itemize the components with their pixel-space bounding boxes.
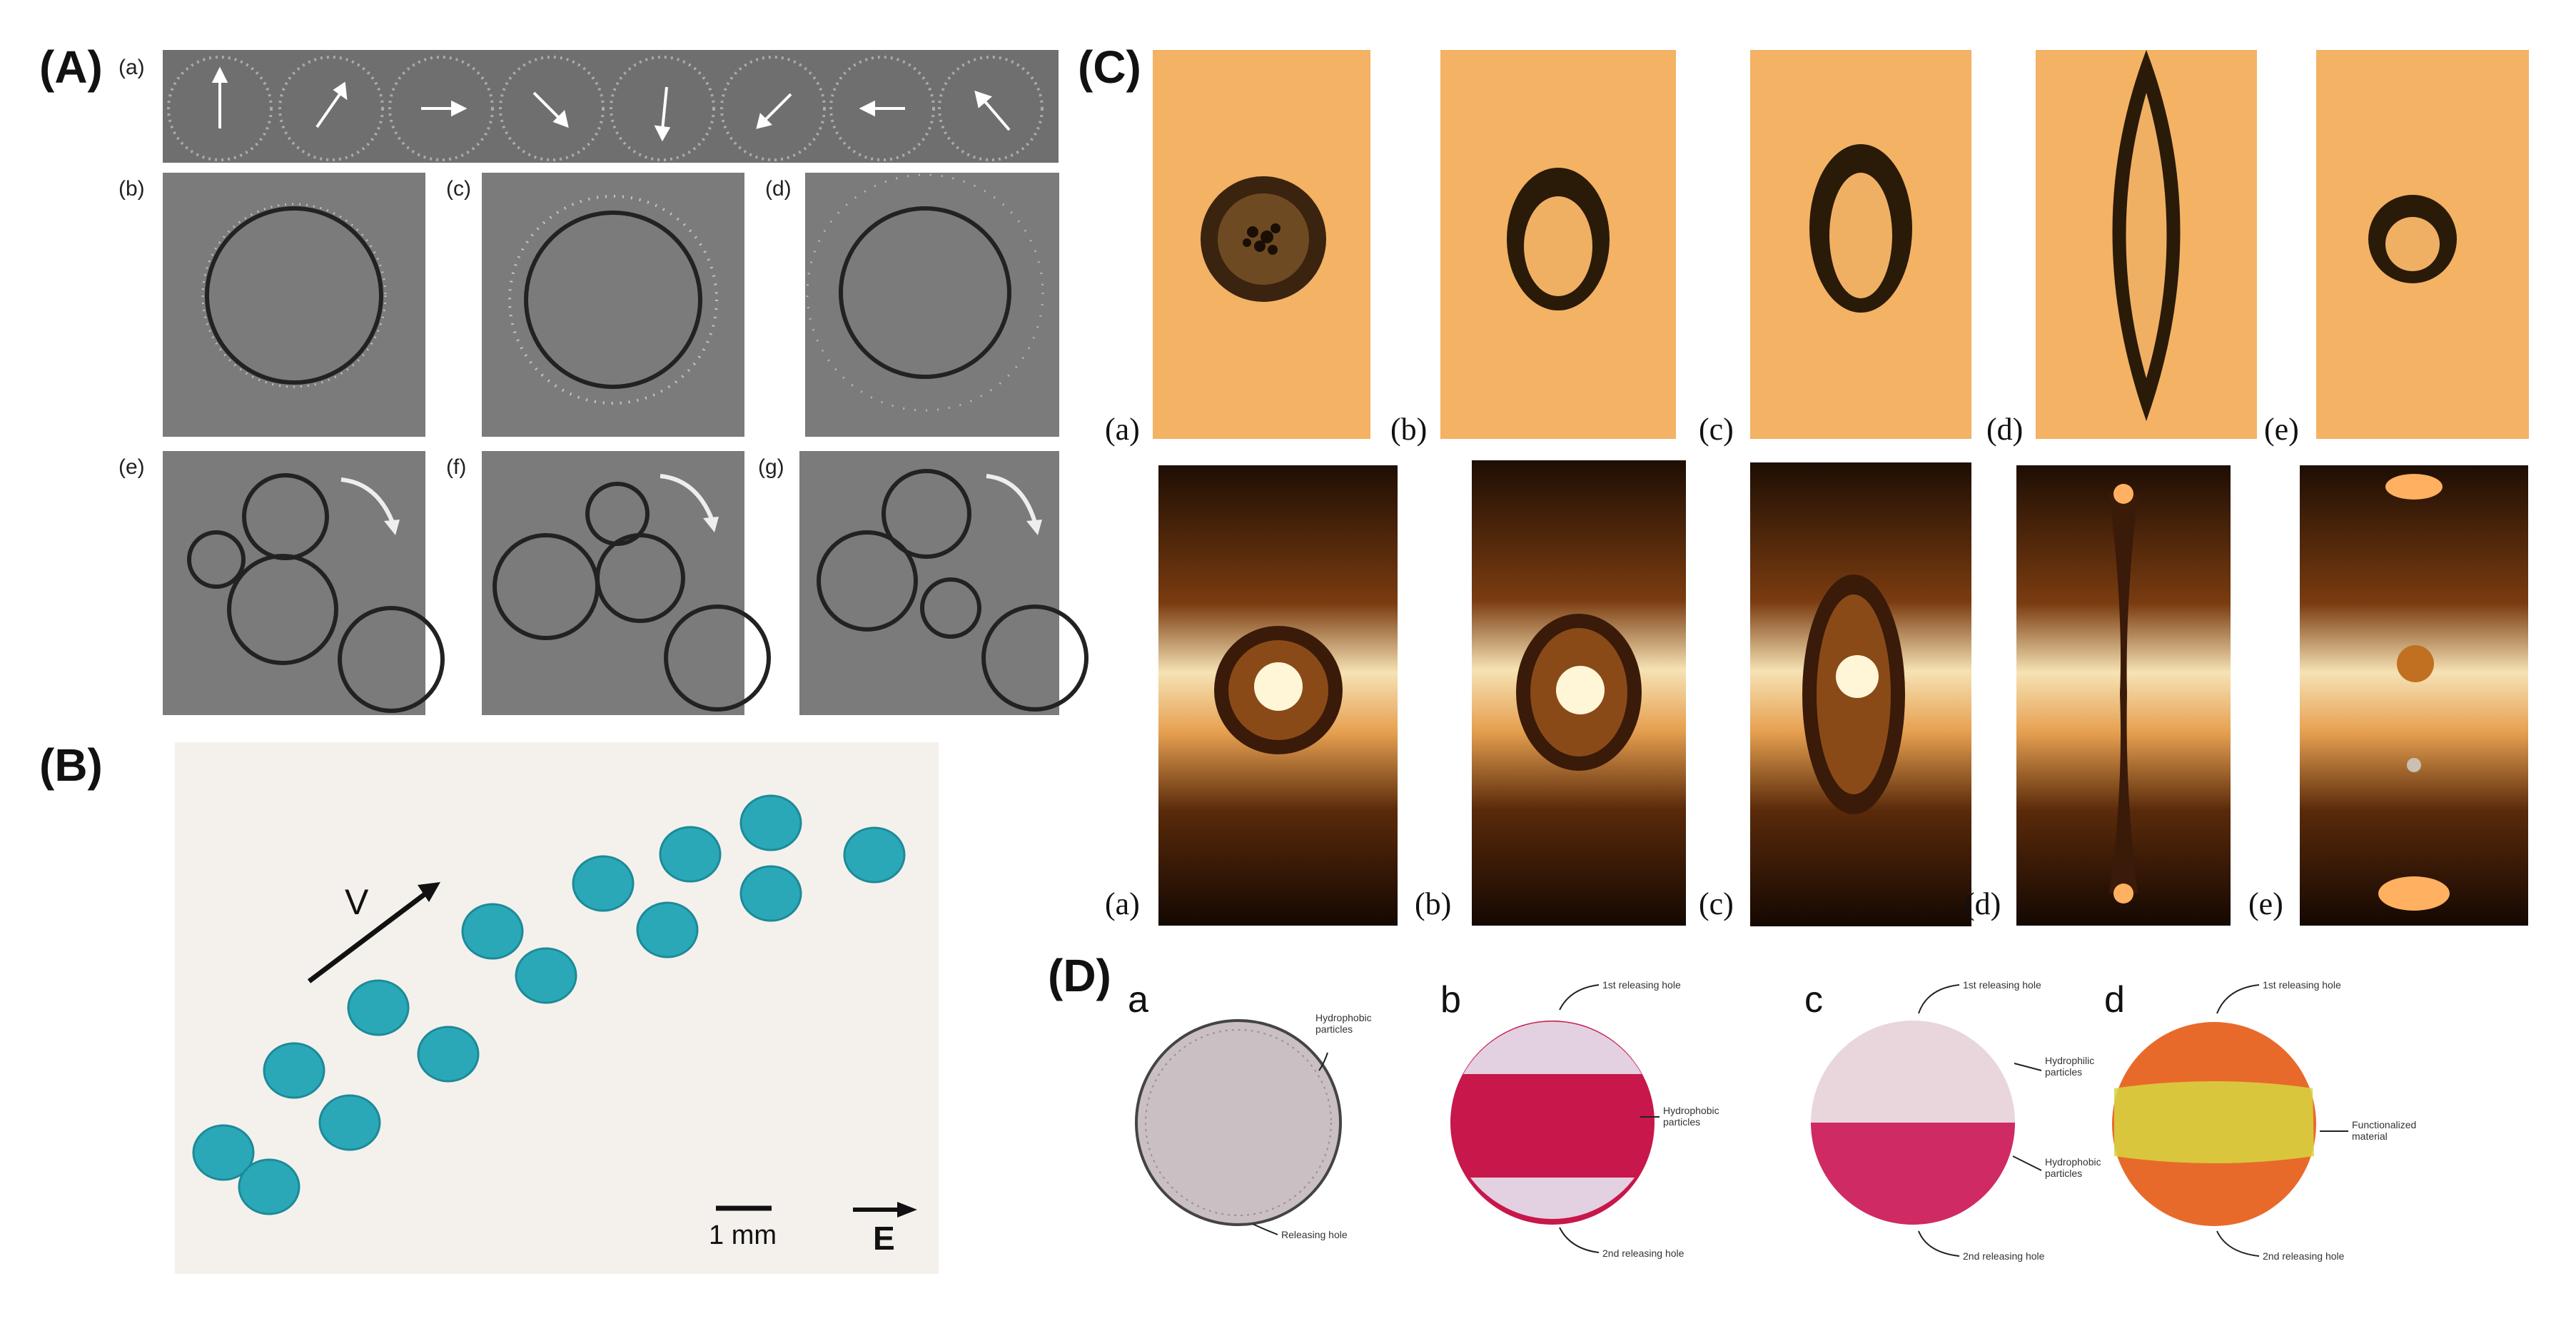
panel-a-label: (A) (39, 41, 103, 93)
panel-c-top-label-a: (a) (1105, 412, 1140, 447)
ann-d-second: 2nd releasing hole (2263, 1250, 2345, 1262)
ann-d-functionalized: Functionalized material (2352, 1119, 2417, 1143)
ann-c-second: 2nd releasing hole (1963, 1250, 2045, 1262)
panel-c-top-frame-c (1750, 50, 1971, 439)
panel-c-top-frame-e (2316, 50, 2529, 439)
panel-c-bottom-frame-d (2016, 465, 2231, 926)
panel-a-frame-c-svg (508, 195, 718, 405)
panel-d-label: (D) (1048, 950, 1111, 1001)
panel-a-frame-f-svg (493, 474, 771, 712)
scale-bar-label: 1 mm (709, 1220, 777, 1250)
panel-d-sublabel-a: a (1128, 979, 1148, 1021)
panel-a-sublabel-e: (e) (118, 455, 145, 479)
panel-a-frame-e-svg (187, 473, 445, 713)
panel-d-sublabel-c: c (1804, 979, 1823, 1021)
ann-b-first: 1st releasing hole (1602, 979, 1681, 991)
ann-c-hydrophobic: Hydrophobic particles (2045, 1156, 2101, 1180)
panel-a-sublabel-g: (g) (758, 455, 784, 479)
panel-c-label: (C) (1078, 41, 1141, 93)
panel-a-frame-g (799, 451, 1089, 715)
panel-b-image: V 1 mm E (175, 742, 939, 1274)
panel-c-bottom-frame-c (1750, 462, 1971, 926)
velocity-label: V (345, 882, 369, 922)
ann-c-hydrophilic: Hydrophilic particles (2045, 1055, 2095, 1078)
panel-c-bottom-label-b: (b) (1415, 886, 1452, 921)
panel-a-frame-b (163, 173, 425, 437)
panel-b-svg (192, 794, 917, 1218)
panel-b-label: (B) (39, 739, 103, 791)
panel-c-bottom-frame-e (2300, 465, 2528, 926)
panel-c-top-label-b: (b) (1390, 412, 1428, 447)
panel-d-sublabel-b: b (1440, 979, 1461, 1021)
panel-a-frame-c (482, 173, 744, 437)
ann-c-first: 1st releasing hole (1963, 979, 2041, 991)
panel-a-strip (163, 50, 1059, 163)
panel-a-strip-svg (167, 56, 1044, 161)
panel-a-sublabel-c: (c) (446, 177, 471, 201)
panel-a-frame-e (163, 451, 445, 715)
ann-d-first: 1st releasing hole (2263, 979, 2341, 991)
panel-c-bottom-label-a: (a) (1105, 886, 1140, 921)
ann-a-releasing: Releasing hole (1281, 1229, 1348, 1240)
panel-c-top-frame-b (1440, 50, 1676, 439)
panel-a-frame-d (805, 173, 1059, 437)
panel-c-top-frame-a (1153, 50, 1370, 439)
panel-d-sublabel-d: d (2104, 979, 2125, 1021)
field-label: E (873, 1220, 895, 1257)
panel-a-sublabel-f: (f) (446, 455, 467, 479)
panel-a-frame-d-svg (806, 173, 1044, 412)
panel-a-sublabel-d: (d) (765, 177, 792, 201)
panel-a-sublabel-a: (a) (118, 56, 145, 79)
panel-c-bottom-label-e: (e) (2248, 886, 2283, 921)
panel-c-bottom-frame-b (1472, 460, 1686, 926)
ann-b-second: 2nd releasing hole (1602, 1247, 1684, 1259)
panel-c-top-label-e: (e) (2264, 412, 2299, 447)
panel-a-sublabel-b: (b) (118, 177, 145, 201)
ann-b-hydrophobic: Hydrophobic particles (1663, 1105, 1719, 1128)
panel-a-frame-g-svg (817, 469, 1089, 712)
panel-c-top-frame-d (2036, 50, 2257, 439)
panel-c-top-label-d: (d) (1986, 412, 2024, 447)
panel-c-bottom-label-d: (d) (1964, 886, 2001, 921)
panel-a-frame-f (482, 451, 771, 715)
ann-a-hydrophobic: Hydrophobic particles (1315, 1012, 1372, 1036)
panel-a-frame-b-svg (201, 203, 387, 388)
panel-c-bottom-frame-a (1158, 465, 1398, 926)
panel-c-bottom-label-c: (c) (1699, 886, 1734, 921)
panel-c-top-label-c: (c) (1699, 412, 1734, 447)
